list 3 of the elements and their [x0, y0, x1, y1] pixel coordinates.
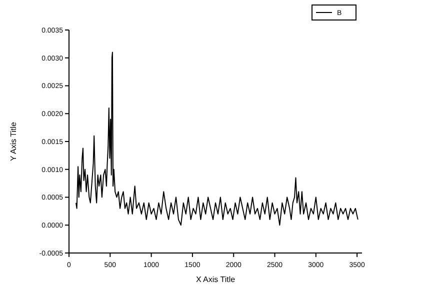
line-series: [75, 52, 358, 226]
y-axis-title: Y Axis Title: [9, 121, 18, 161]
x-axis-title: X Axis Title: [196, 275, 236, 284]
